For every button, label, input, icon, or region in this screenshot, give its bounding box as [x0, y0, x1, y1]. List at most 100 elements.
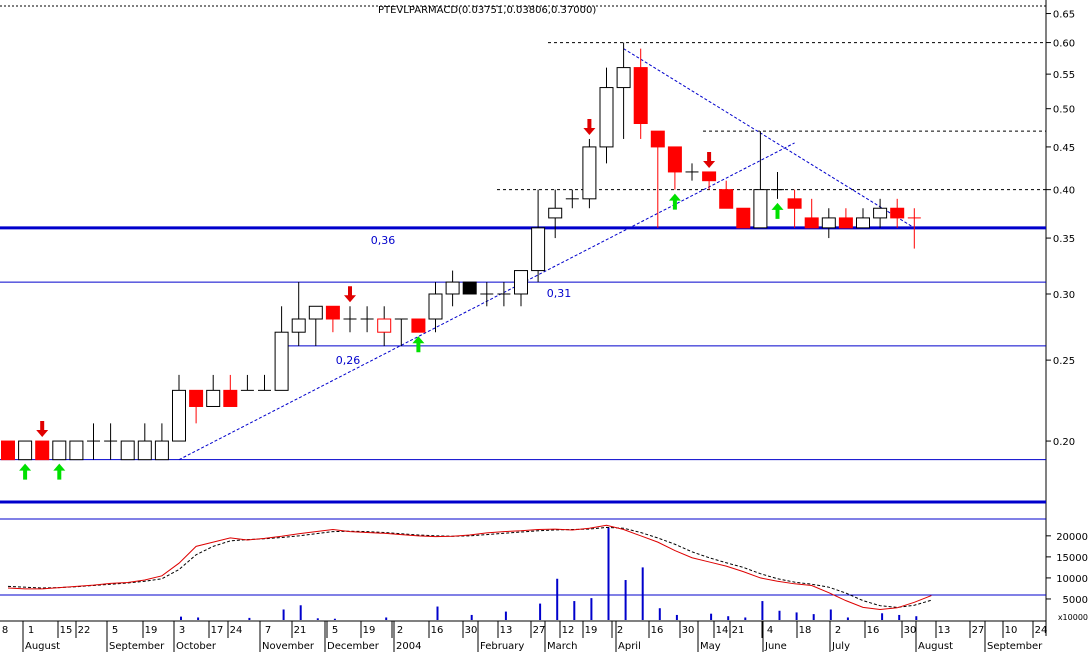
- day-label: 27: [972, 625, 985, 636]
- day-label: 1: [28, 625, 34, 636]
- month-label: February: [480, 641, 524, 652]
- sell-arrow: [344, 286, 356, 303]
- price-tick-label: 0.30: [1053, 290, 1075, 301]
- day-label: 30: [465, 625, 478, 636]
- day-label: 21: [732, 625, 745, 636]
- volume-tick-label: 15000: [1056, 553, 1088, 564]
- volume-line: [7, 524, 932, 610]
- candle-body: [18, 440, 33, 461]
- candle-body: [428, 293, 443, 320]
- candle-body: [821, 217, 836, 229]
- candle-body: [719, 189, 734, 209]
- day-label: 13: [938, 625, 951, 636]
- day-label: 27: [533, 625, 546, 636]
- price-tick-label: 0.40: [1053, 186, 1075, 197]
- day-label: 2: [835, 625, 841, 636]
- candle-body: [462, 281, 477, 295]
- price-tick-label: 0.60: [1053, 39, 1075, 50]
- candle-body: [411, 318, 426, 333]
- day-label: 14: [716, 625, 729, 636]
- day-label: 19: [363, 625, 376, 636]
- buy-arrow: [53, 463, 66, 480]
- day-label: 15: [60, 625, 73, 636]
- trendline: [623, 48, 915, 229]
- candle-body: [890, 207, 905, 219]
- candle-body: [69, 440, 84, 461]
- candle-body: [856, 217, 870, 229]
- candle-body: [514, 270, 528, 295]
- candle-body: [873, 207, 888, 219]
- candle-body: [633, 67, 648, 125]
- day-label: 30: [904, 625, 917, 636]
- month-label: September: [109, 641, 165, 652]
- day-label: 12: [562, 625, 575, 636]
- month-label: 2004: [396, 641, 421, 652]
- candle-body: [377, 318, 392, 333]
- candle-body: [35, 440, 50, 461]
- candle-body: [137, 440, 152, 461]
- candle-body: [206, 389, 221, 407]
- candle-body: [804, 217, 819, 229]
- volume-unit-label: x10000: [1058, 613, 1088, 622]
- day-label: 24: [1035, 625, 1048, 636]
- day-label: 3: [179, 625, 185, 636]
- month-label: August: [918, 641, 953, 652]
- price-tick-label: 0.50: [1053, 105, 1075, 116]
- candle-body: [787, 198, 802, 209]
- volume-tick-label: 5000: [1063, 595, 1088, 606]
- price-tick-label: 0.65: [1053, 10, 1075, 21]
- month-label: November: [262, 641, 315, 652]
- month-label: June: [764, 641, 787, 652]
- month-label: March: [547, 641, 577, 652]
- day-label: 19: [585, 625, 598, 636]
- candle-body: [52, 440, 67, 461]
- day-label: 17: [211, 625, 224, 636]
- candle-body: [325, 305, 340, 320]
- sell-arrow: [36, 421, 49, 438]
- candle-body: [189, 389, 204, 407]
- month-label: December: [327, 641, 380, 652]
- buy-arrow: [771, 202, 784, 219]
- day-label: 8: [2, 625, 8, 636]
- candle-body: [736, 207, 751, 229]
- chart-title: PTEVLPARMACD(0.03751,0.03806,0.37000): [378, 5, 596, 16]
- candle-body: [531, 227, 546, 272]
- day-label: 30: [682, 625, 695, 636]
- candle-body: [308, 305, 323, 320]
- buy-arrow: [668, 193, 681, 210]
- candle-body: [172, 389, 186, 442]
- month-label: September: [987, 641, 1043, 652]
- price-tick-label: 0.45: [1053, 143, 1075, 154]
- volume-tick-label: 20000: [1056, 532, 1088, 543]
- candle-body: [223, 389, 238, 407]
- support-label: 0,36: [371, 234, 396, 247]
- buy-arrow: [19, 463, 32, 480]
- candle-body: [616, 67, 631, 89]
- day-label: 2: [397, 625, 403, 636]
- sell-arrow: [703, 151, 716, 168]
- month-label: July: [831, 641, 850, 652]
- day-label: 22: [78, 625, 91, 636]
- day-label: 4: [767, 625, 773, 636]
- candle-body: [599, 87, 614, 148]
- day-label: 21: [294, 625, 307, 636]
- day-label: 2: [617, 625, 623, 636]
- price-tick-label: 0.35: [1053, 234, 1075, 245]
- candle-body: [120, 440, 135, 461]
- day-label: 13: [500, 625, 513, 636]
- candle-body: [838, 217, 853, 229]
- month-label: August: [25, 641, 60, 652]
- day-label: 16: [651, 625, 664, 636]
- candle-body: [667, 146, 682, 173]
- candle-body: [548, 207, 563, 219]
- candle-body: [154, 440, 169, 461]
- day-label: 18: [799, 625, 812, 636]
- candle-body: [650, 130, 665, 148]
- day-label: 24: [230, 625, 243, 636]
- volume-tick-label: 10000: [1056, 574, 1088, 585]
- day-label: 19: [145, 625, 158, 636]
- month-label: October: [176, 641, 217, 652]
- day-label: 5: [112, 625, 118, 636]
- candle-body: [1, 440, 15, 461]
